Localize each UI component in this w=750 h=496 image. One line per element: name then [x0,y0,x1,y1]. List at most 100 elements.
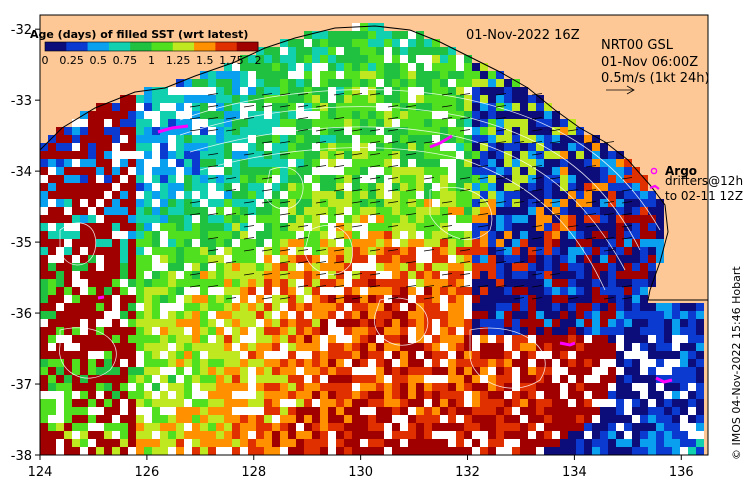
sst-age-cell [160,399,168,407]
sst-age-cell [104,255,112,263]
sst-age-cell [120,287,128,295]
sst-age-cell [400,271,408,279]
sst-age-cell [72,279,80,287]
sst-age-cell [232,343,240,351]
sst-age-cell [512,111,520,119]
sst-age-cell [616,399,624,407]
sst-age-cell [368,39,376,47]
sst-age-cell [480,335,488,343]
sst-age-cell [176,103,184,111]
sst-age-cell [648,207,656,215]
sst-age-cell [120,135,128,143]
current-vector [549,213,561,216]
current-vector [297,237,309,240]
sst-age-cell [104,175,112,183]
current-vector [369,189,381,192]
sst-age-cell [696,423,704,431]
sst-age-raster [40,23,704,455]
sst-age-cell [304,327,312,335]
sst-age-cell [616,215,624,223]
sst-age-cell [80,271,88,279]
sst-age-cell [224,319,232,327]
lon-tick-label: 126 [134,465,159,480]
sst-age-cell [152,151,160,159]
sst-age-cell [48,215,56,223]
current-vector [621,297,633,300]
sst-age-cell [440,375,448,383]
sst-age-cell [192,287,200,295]
sst-age-cell [144,415,152,423]
sst-age-cell [440,47,448,55]
sst-age-cell [144,135,152,143]
sst-age-cell [64,327,72,335]
sst-age-cell [408,191,416,199]
sst-age-cell [216,391,224,399]
sst-age-cell [192,239,200,247]
sst-age-cell [160,351,168,359]
sst-age-cell [616,351,624,359]
current-vector [585,201,597,204]
sst-age-cell [144,103,152,111]
sst-age-cell [144,247,152,255]
sst-age-cell [216,359,224,367]
sst-age-cell [200,119,208,127]
sst-age-cell [440,423,448,431]
sst-age-cell [408,71,416,79]
legend-tick-labels: 0 0.25 0.5 0.75 1 1.25 1.5 1.75 2 [42,54,262,67]
sst-age-cell [304,335,312,343]
sst-age-cell [544,287,552,295]
sst-age-cell [272,159,280,167]
sst-age-cell [696,359,704,367]
current-vector [369,177,381,180]
sst-age-cell [288,447,296,455]
sst-age-cell [152,191,160,199]
sst-age-cell [176,447,184,455]
sst-age-cell [344,287,352,295]
sst-age-cell [648,335,656,343]
sst-age-cell [640,391,648,399]
sst-age-cell [584,255,592,263]
sst-age-cell [448,351,456,359]
sst-age-cell [64,175,72,183]
sst-age-cell [88,255,96,263]
current-vector [369,141,381,144]
sst-age-cell [336,47,344,55]
sst-age-cell [624,207,632,215]
sst-age-cell [248,167,256,175]
sst-age-cell [224,447,232,455]
sst-age-cell [136,239,144,247]
sst-age-cell [120,343,128,351]
sst-age-cell [352,423,360,431]
sst-age-cell [208,71,216,79]
sst-age-cell [552,311,560,319]
sst-age-cell [304,55,312,63]
sst-age-cell [360,447,368,455]
sst-age-cell [408,127,416,135]
sst-age-cell [168,319,176,327]
current-vector [369,153,381,156]
sst-age-cell [440,247,448,255]
sst-age-cell [328,127,336,135]
sst-age-cell [544,223,552,231]
sst-age-cell [560,311,568,319]
current-vector [567,225,579,228]
sst-age-cell [608,415,616,423]
current-vector [369,213,381,216]
sst-age-cell [40,199,48,207]
sst-age-cell [336,447,344,455]
sst-age-cell [248,359,256,367]
sst-age-cell [176,255,184,263]
sst-age-cell [464,151,472,159]
sst-age-cell [392,439,400,447]
sst-age-cell [600,351,608,359]
sst-age-cell [128,431,136,439]
sst-age-cell [248,175,256,183]
sst-age-cell [472,279,480,287]
current-vector [405,213,417,216]
current-vector [369,249,381,252]
sst-age-cell [416,31,424,39]
sst-age-cell [528,335,536,343]
sst-age-cell [176,247,184,255]
sst-age-cell [216,127,224,135]
sst-age-cell [424,399,432,407]
